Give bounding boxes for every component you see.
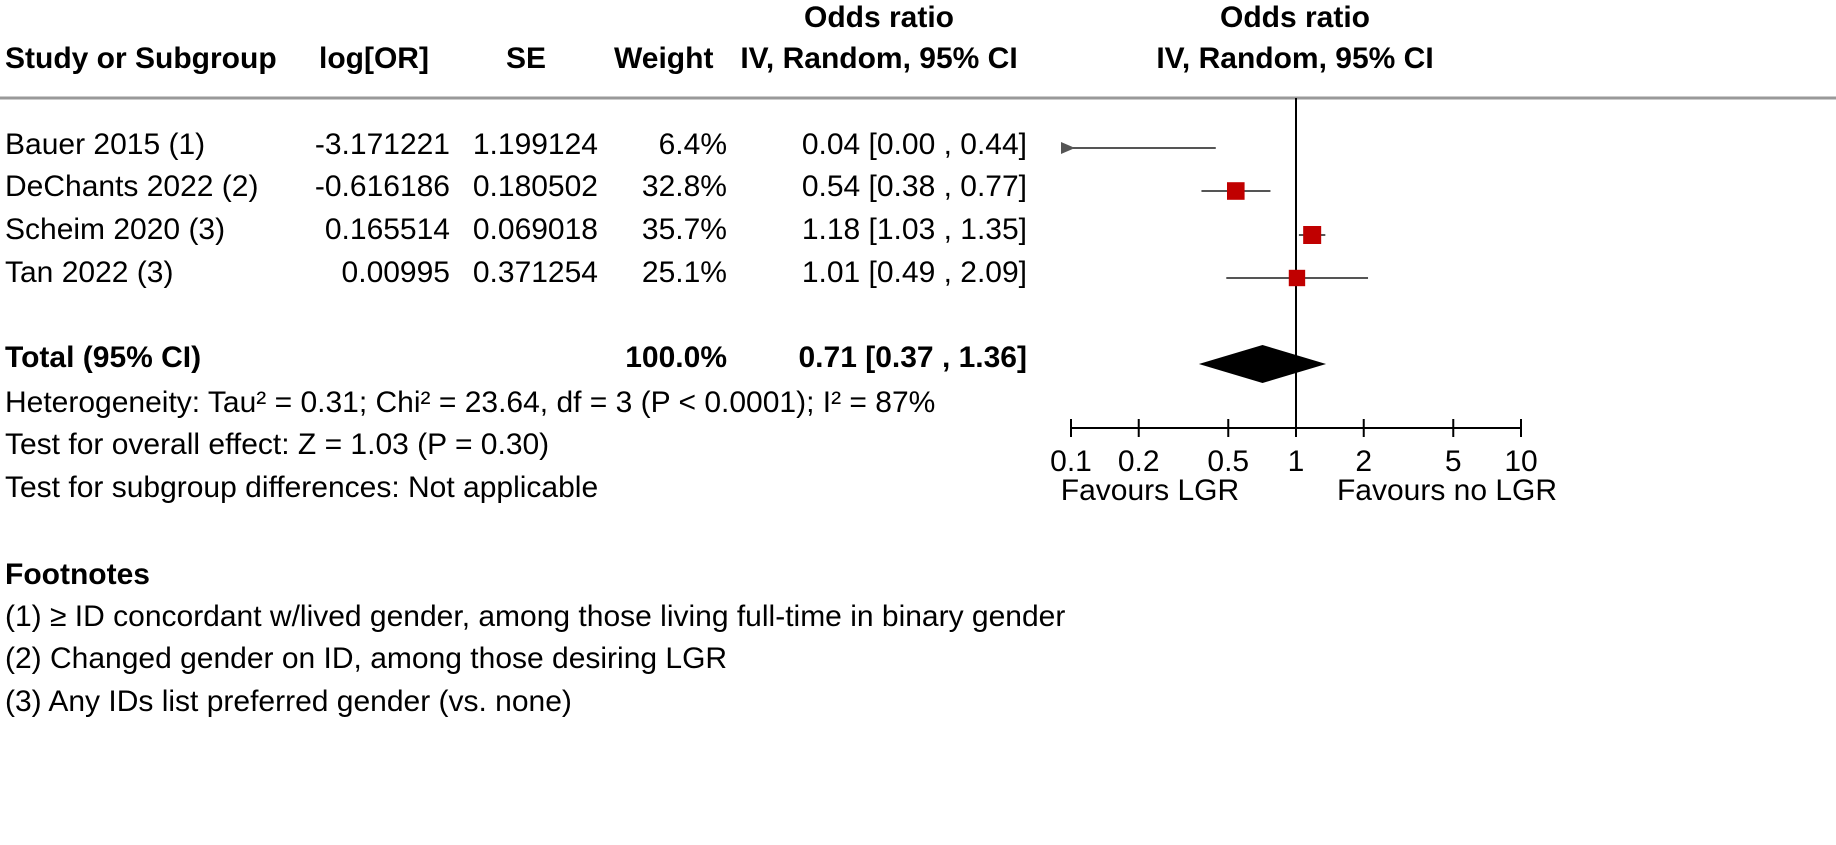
study-se: 0.371254 <box>472 256 598 289</box>
study-se: 0.180502 <box>472 170 598 203</box>
study-se: 0.069018 <box>472 213 598 246</box>
header-or-method-table: IV, Random, 95% CI <box>740 42 1018 75</box>
study-ci: 1.18 [1.03 , 1.35] <box>801 213 1027 246</box>
effect-marker <box>1226 182 1245 200</box>
study-weight: 32.8% <box>641 170 727 203</box>
study-log-or: 0.00995 <box>341 256 450 289</box>
total-ci: 0.71 [0.37 , 1.36] <box>798 341 1028 374</box>
study-ci: 0.04 [0.00 , 0.44] <box>801 128 1027 161</box>
header-log-or: log[OR] <box>319 42 429 75</box>
header-weight: Weight <box>614 42 714 75</box>
total-label: Total (95% CI) <box>5 341 202 374</box>
pooled-diamond <box>1198 345 1327 383</box>
footnotes-title: Footnotes <box>5 558 150 591</box>
x-tick-label: 0.1 <box>1050 445 1092 478</box>
study-log-or: -3.171221 <box>314 128 450 161</box>
x-tick-label: 0.5 <box>1207 445 1249 478</box>
total-weight: 100.0% <box>625 341 727 374</box>
heterogeneity-text: Heterogeneity: Tau² = 0.31; Chi² = 23.64… <box>5 386 936 419</box>
favours-left-label: Favours LGR <box>1061 474 1239 507</box>
overall-effect-text: Test for overall effect: Z = 1.03 (P = 0… <box>5 428 550 461</box>
footnote-item: (3) Any IDs list preferred gender (vs. n… <box>5 685 572 718</box>
study-se: 1.199124 <box>472 128 598 161</box>
study-log-or: -0.616186 <box>314 170 450 203</box>
x-tick-label: 1 <box>1288 445 1305 478</box>
subgroup-diff-text: Test for subgroup differences: Not appli… <box>5 471 599 504</box>
study-weight: 6.4% <box>658 128 727 161</box>
study-log-or: 0.165514 <box>324 213 450 246</box>
study-name: DeChants 2022 (2) <box>5 170 259 203</box>
x-tick-label: 10 <box>1504 445 1537 478</box>
header-or-method-plot: IV, Random, 95% CI <box>1156 42 1434 75</box>
footnote-item: (1) ≥ ID concordant w/lived gender, amon… <box>5 600 1066 633</box>
effect-marker <box>1303 226 1322 244</box>
study-name: Scheim 2020 (3) <box>5 213 226 246</box>
study-weight: 25.1% <box>641 256 727 289</box>
study-name: Bauer 2015 (1) <box>5 128 206 161</box>
study-name: Tan 2022 (3) <box>5 256 174 289</box>
header-or-title-plot: Odds ratio <box>1219 1 1370 34</box>
header-or-title-table: Odds ratio <box>803 1 954 34</box>
x-tick-label: 5 <box>1445 445 1462 478</box>
study-ci: 0.54 [0.38 , 0.77] <box>801 170 1027 203</box>
footnote-item: (2) Changed gender on ID, among those de… <box>5 642 728 675</box>
study-weight: 35.7% <box>641 213 727 246</box>
x-tick-label: 2 <box>1355 445 1372 478</box>
favours-right-label: Favours no LGR <box>1337 474 1557 507</box>
study-ci: 1.01 [0.49 , 2.09] <box>801 256 1027 289</box>
effect-marker <box>1288 269 1306 287</box>
header-se: SE <box>506 42 547 75</box>
x-tick-label: 0.2 <box>1118 445 1160 478</box>
header-study: Study or Subgroup <box>5 42 277 75</box>
